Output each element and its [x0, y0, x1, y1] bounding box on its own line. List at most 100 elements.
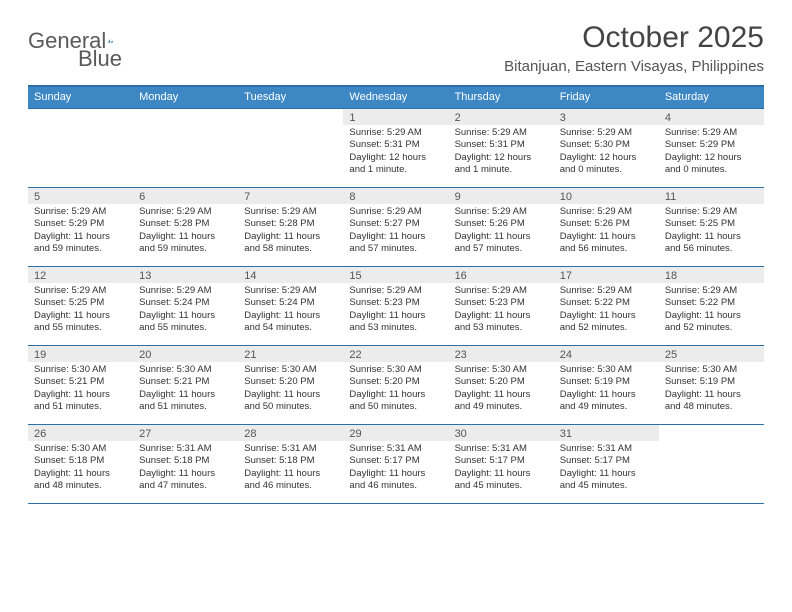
daylight-text: Daylight: 11 hours and 51 minutes. [139, 389, 232, 414]
sunset-text: Sunset: 5:20 PM [244, 376, 337, 389]
daylight-text: Daylight: 11 hours and 56 minutes. [665, 231, 758, 256]
weekday-header-row: Sunday Monday Tuesday Wednesday Thursday… [28, 87, 764, 108]
day-body [133, 125, 238, 131]
sunset-text: Sunset: 5:17 PM [349, 455, 442, 468]
day-body: Sunrise: 5:29 AMSunset: 5:22 PMDaylight:… [659, 283, 764, 339]
sunrise-text: Sunrise: 5:30 AM [34, 443, 127, 456]
day-body: Sunrise: 5:30 AMSunset: 5:21 PMDaylight:… [133, 362, 238, 418]
sunrise-text: Sunrise: 5:30 AM [34, 364, 127, 377]
sunset-text: Sunset: 5:20 PM [349, 376, 442, 389]
day-cell: 23Sunrise: 5:30 AMSunset: 5:20 PMDayligh… [449, 346, 554, 424]
weekday-header: Tuesday [238, 87, 343, 108]
day-cell: 11Sunrise: 5:29 AMSunset: 5:25 PMDayligh… [659, 188, 764, 266]
day-cell: 24Sunrise: 5:30 AMSunset: 5:19 PMDayligh… [554, 346, 659, 424]
day-number: 28 [238, 425, 343, 441]
sunrise-text: Sunrise: 5:30 AM [455, 364, 548, 377]
day-cell: 26Sunrise: 5:30 AMSunset: 5:18 PMDayligh… [28, 425, 133, 503]
day-body: Sunrise: 5:29 AMSunset: 5:24 PMDaylight:… [238, 283, 343, 339]
day-cell [133, 109, 238, 187]
day-number: 16 [449, 267, 554, 283]
sunset-text: Sunset: 5:19 PM [665, 376, 758, 389]
day-number: 30 [449, 425, 554, 441]
daylight-text: Daylight: 11 hours and 55 minutes. [34, 310, 127, 335]
day-cell: 12Sunrise: 5:29 AMSunset: 5:25 PMDayligh… [28, 267, 133, 345]
sunset-text: Sunset: 5:31 PM [349, 139, 442, 152]
day-body: Sunrise: 5:30 AMSunset: 5:19 PMDaylight:… [659, 362, 764, 418]
day-cell: 20Sunrise: 5:30 AMSunset: 5:21 PMDayligh… [133, 346, 238, 424]
sunrise-text: Sunrise: 5:29 AM [455, 206, 548, 219]
sunset-text: Sunset: 5:23 PM [349, 297, 442, 310]
daylight-text: Daylight: 11 hours and 52 minutes. [665, 310, 758, 335]
day-number: 21 [238, 346, 343, 362]
day-number [28, 109, 133, 125]
day-number [133, 109, 238, 125]
day-number: 1 [343, 109, 448, 125]
daylight-text: Daylight: 11 hours and 47 minutes. [139, 468, 232, 493]
day-number: 12 [28, 267, 133, 283]
sunset-text: Sunset: 5:28 PM [244, 218, 337, 231]
day-cell: 10Sunrise: 5:29 AMSunset: 5:26 PMDayligh… [554, 188, 659, 266]
daylight-text: Daylight: 11 hours and 50 minutes. [349, 389, 442, 414]
daylight-text: Daylight: 11 hours and 46 minutes. [349, 468, 442, 493]
week-row: 19Sunrise: 5:30 AMSunset: 5:21 PMDayligh… [28, 345, 764, 424]
daylight-text: Daylight: 11 hours and 49 minutes. [560, 389, 653, 414]
day-body [28, 125, 133, 131]
day-body: Sunrise: 5:30 AMSunset: 5:20 PMDaylight:… [343, 362, 448, 418]
day-body: Sunrise: 5:29 AMSunset: 5:29 PMDaylight:… [28, 204, 133, 260]
sunrise-text: Sunrise: 5:31 AM [349, 443, 442, 456]
sunset-text: Sunset: 5:17 PM [455, 455, 548, 468]
daylight-text: Daylight: 11 hours and 54 minutes. [244, 310, 337, 335]
sunrise-text: Sunrise: 5:29 AM [455, 127, 548, 140]
day-cell: 6Sunrise: 5:29 AMSunset: 5:28 PMDaylight… [133, 188, 238, 266]
day-cell: 9Sunrise: 5:29 AMSunset: 5:26 PMDaylight… [449, 188, 554, 266]
sunrise-text: Sunrise: 5:29 AM [560, 127, 653, 140]
day-cell: 5Sunrise: 5:29 AMSunset: 5:29 PMDaylight… [28, 188, 133, 266]
day-body: Sunrise: 5:29 AMSunset: 5:27 PMDaylight:… [343, 204, 448, 260]
sunrise-text: Sunrise: 5:29 AM [560, 285, 653, 298]
daylight-text: Daylight: 12 hours and 1 minute. [349, 152, 442, 177]
day-body: Sunrise: 5:29 AMSunset: 5:30 PMDaylight:… [554, 125, 659, 181]
day-body: Sunrise: 5:29 AMSunset: 5:28 PMDaylight:… [133, 204, 238, 260]
day-number: 10 [554, 188, 659, 204]
sunrise-text: Sunrise: 5:29 AM [34, 285, 127, 298]
day-cell [238, 109, 343, 187]
day-number [238, 109, 343, 125]
day-body: Sunrise: 5:31 AMSunset: 5:17 PMDaylight:… [343, 441, 448, 497]
day-cell: 17Sunrise: 5:29 AMSunset: 5:22 PMDayligh… [554, 267, 659, 345]
day-body: Sunrise: 5:31 AMSunset: 5:17 PMDaylight:… [554, 441, 659, 497]
sunset-text: Sunset: 5:22 PM [560, 297, 653, 310]
day-cell: 29Sunrise: 5:31 AMSunset: 5:17 PMDayligh… [343, 425, 448, 503]
sunrise-text: Sunrise: 5:29 AM [665, 206, 758, 219]
day-number: 9 [449, 188, 554, 204]
day-cell: 3Sunrise: 5:29 AMSunset: 5:30 PMDaylight… [554, 109, 659, 187]
daylight-text: Daylight: 11 hours and 46 minutes. [244, 468, 337, 493]
sunrise-text: Sunrise: 5:29 AM [139, 285, 232, 298]
sunrise-text: Sunrise: 5:29 AM [244, 206, 337, 219]
sunset-text: Sunset: 5:18 PM [139, 455, 232, 468]
sunset-text: Sunset: 5:19 PM [560, 376, 653, 389]
daylight-text: Daylight: 11 hours and 59 minutes. [34, 231, 127, 256]
daylight-text: Daylight: 11 hours and 53 minutes. [455, 310, 548, 335]
day-cell: 1 Sunrise: 5:29 AMSunset: 5:31 PMDaylight… [343, 109, 448, 187]
day-body [238, 125, 343, 131]
sunset-text: Sunset: 5:31 PM [455, 139, 548, 152]
sunrise-text: Sunrise: 5:31 AM [139, 443, 232, 456]
daylight-text: Daylight: 11 hours and 49 minutes. [455, 389, 548, 414]
sunset-text: Sunset: 5:25 PM [665, 218, 758, 231]
sunrise-text: Sunrise: 5:30 AM [665, 364, 758, 377]
location-subtitle: Bitanjuan, Eastern Visayas, Philippines [504, 58, 764, 75]
sunrise-text: Sunrise: 5:29 AM [349, 127, 442, 140]
weekday-header: Friday [554, 87, 659, 108]
header: General October 2025 Bitanjuan, Eastern … [28, 22, 764, 75]
week-row: 5Sunrise: 5:29 AMSunset: 5:29 PMDaylight… [28, 187, 764, 266]
day-number: 15 [343, 267, 448, 283]
sunset-text: Sunset: 5:24 PM [139, 297, 232, 310]
daylight-text: Daylight: 11 hours and 48 minutes. [665, 389, 758, 414]
day-body [659, 441, 764, 447]
sunrise-text: Sunrise: 5:29 AM [560, 206, 653, 219]
day-number: 7 [238, 188, 343, 204]
day-number: 8 [343, 188, 448, 204]
sunset-text: Sunset: 5:21 PM [34, 376, 127, 389]
day-body: Sunrise: 5:29 AMSunset: 5:23 PMDaylight:… [343, 283, 448, 339]
daylight-text: Daylight: 12 hours and 0 minutes. [560, 152, 653, 177]
